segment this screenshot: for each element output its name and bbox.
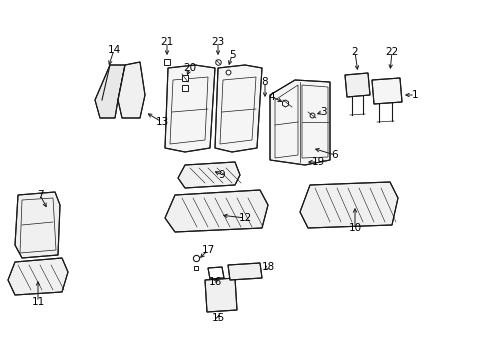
Text: 16: 16 (208, 277, 221, 287)
Text: 7: 7 (37, 190, 43, 200)
Polygon shape (345, 73, 369, 97)
Polygon shape (207, 267, 224, 279)
Polygon shape (164, 65, 215, 152)
Polygon shape (118, 62, 145, 118)
Text: 6: 6 (331, 150, 338, 160)
Polygon shape (8, 258, 68, 295)
Text: 8: 8 (261, 77, 268, 87)
Text: 12: 12 (238, 213, 251, 223)
Polygon shape (215, 65, 262, 152)
Text: 23: 23 (211, 37, 224, 47)
Text: 1: 1 (411, 90, 417, 100)
Polygon shape (178, 162, 240, 188)
Polygon shape (299, 182, 397, 228)
Text: 5: 5 (228, 50, 235, 60)
Text: 19: 19 (311, 157, 324, 167)
Text: 21: 21 (160, 37, 173, 47)
Text: 11: 11 (31, 297, 44, 307)
Polygon shape (164, 190, 267, 232)
Text: 13: 13 (155, 117, 168, 127)
Polygon shape (269, 80, 329, 165)
Text: 14: 14 (107, 45, 121, 55)
Polygon shape (15, 192, 60, 258)
Text: 4: 4 (268, 92, 275, 102)
Text: 15: 15 (211, 313, 224, 323)
Text: 2: 2 (351, 47, 358, 57)
Text: 17: 17 (201, 245, 214, 255)
Text: 10: 10 (348, 223, 361, 233)
Polygon shape (227, 263, 262, 280)
Text: 3: 3 (319, 107, 325, 117)
Polygon shape (371, 78, 401, 104)
Text: 9: 9 (218, 170, 225, 180)
Text: 22: 22 (385, 47, 398, 57)
Polygon shape (95, 65, 125, 118)
Polygon shape (204, 278, 237, 312)
Text: 18: 18 (261, 262, 274, 272)
Text: 20: 20 (183, 63, 196, 73)
